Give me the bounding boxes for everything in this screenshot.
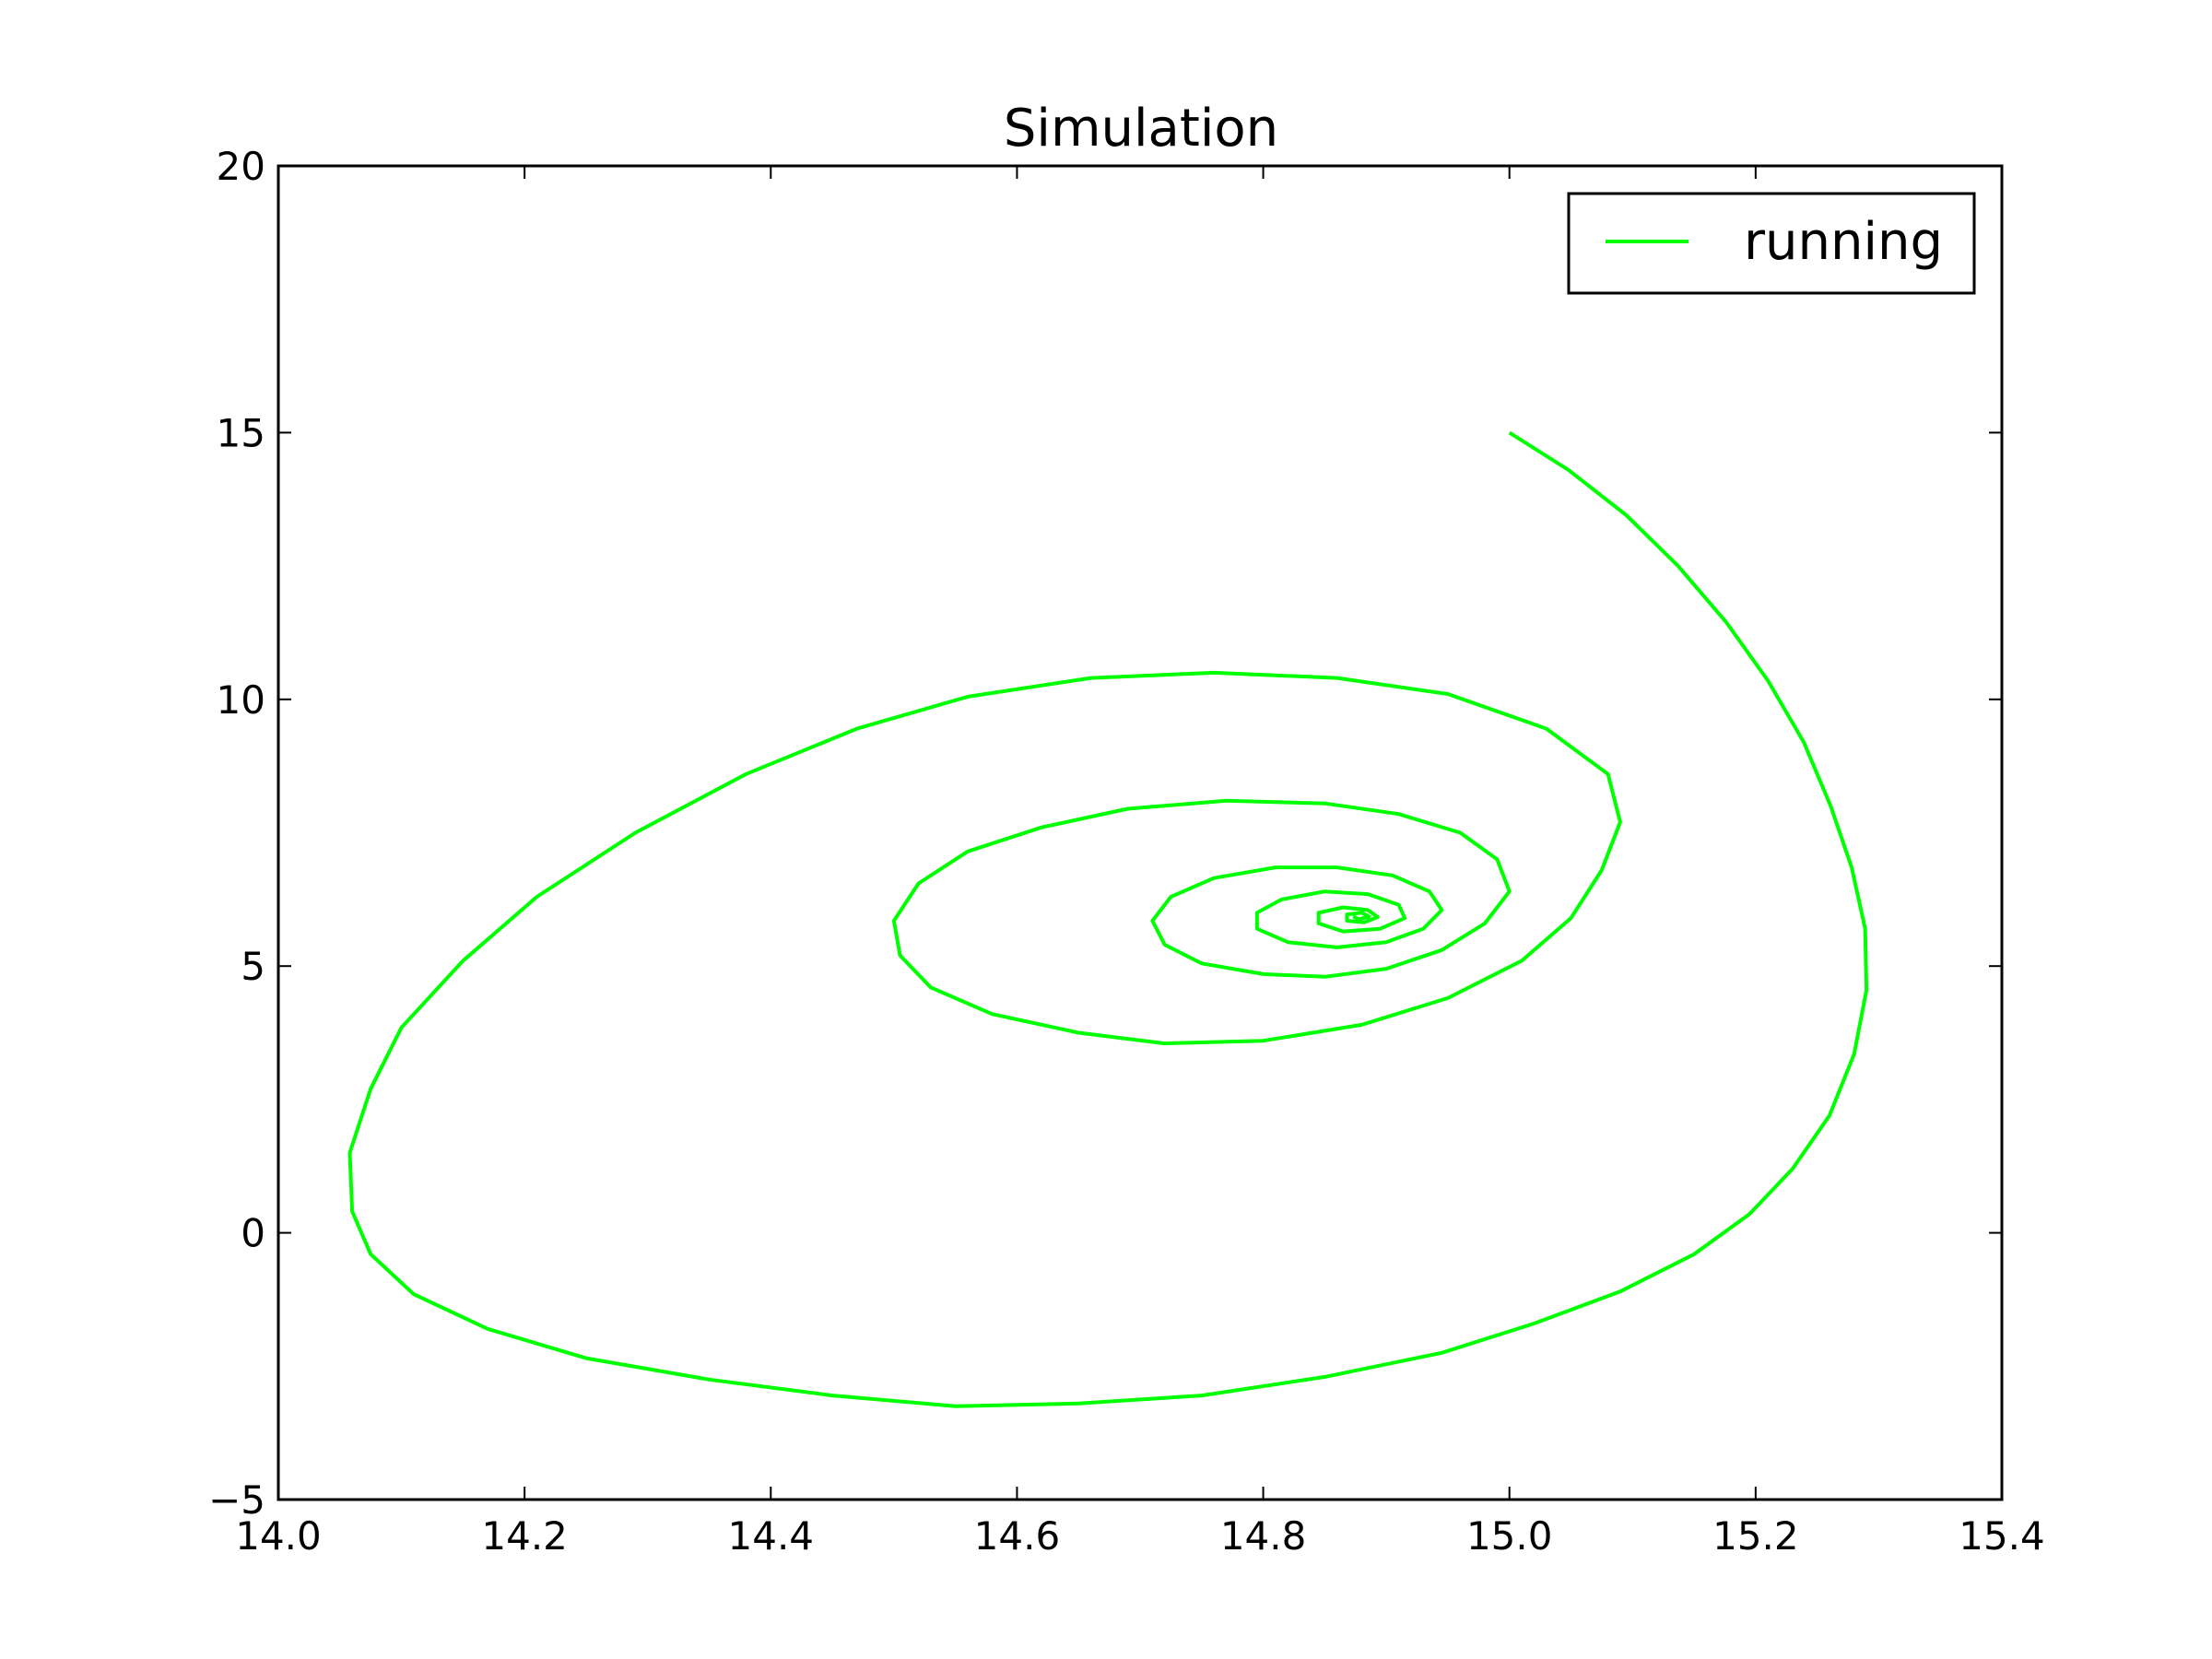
x-tick-label: 15.2 — [1712, 1513, 1799, 1559]
legend-label-running: running — [1744, 212, 1943, 272]
chart-title: Simulation — [1004, 99, 1278, 159]
y-tick-label: 10 — [217, 677, 265, 723]
axes-layer — [276, 164, 2004, 1501]
x-tick-label: 14.4 — [728, 1513, 815, 1559]
x-tick-label: 14.6 — [974, 1513, 1061, 1559]
series-line-0 — [347, 430, 1869, 1408]
x-tick-label: 15.4 — [1959, 1513, 2045, 1559]
x-tick-label: 14.0 — [235, 1513, 322, 1559]
y-tick-label: 5 — [241, 944, 265, 989]
y-tick-label: −5 — [208, 1477, 265, 1523]
y-tick-label: 0 — [241, 1211, 265, 1256]
axes-frame — [276, 164, 2004, 1501]
plot-area — [347, 430, 1869, 1408]
x-tick-label: 14.8 — [1220, 1513, 1307, 1559]
x-tick-label: 14.2 — [481, 1513, 568, 1559]
legend: running — [1567, 192, 1976, 295]
x-tick-label: 15.0 — [1466, 1513, 1553, 1559]
y-tick-label: 20 — [217, 144, 265, 189]
y-tick-label: 15 — [217, 410, 265, 455]
ticks-layer: 14.0 14.2 14.4 14.6 14.8 15.0 15.2 15.4 −5 0 5 10 15… — [208, 144, 2045, 1559]
